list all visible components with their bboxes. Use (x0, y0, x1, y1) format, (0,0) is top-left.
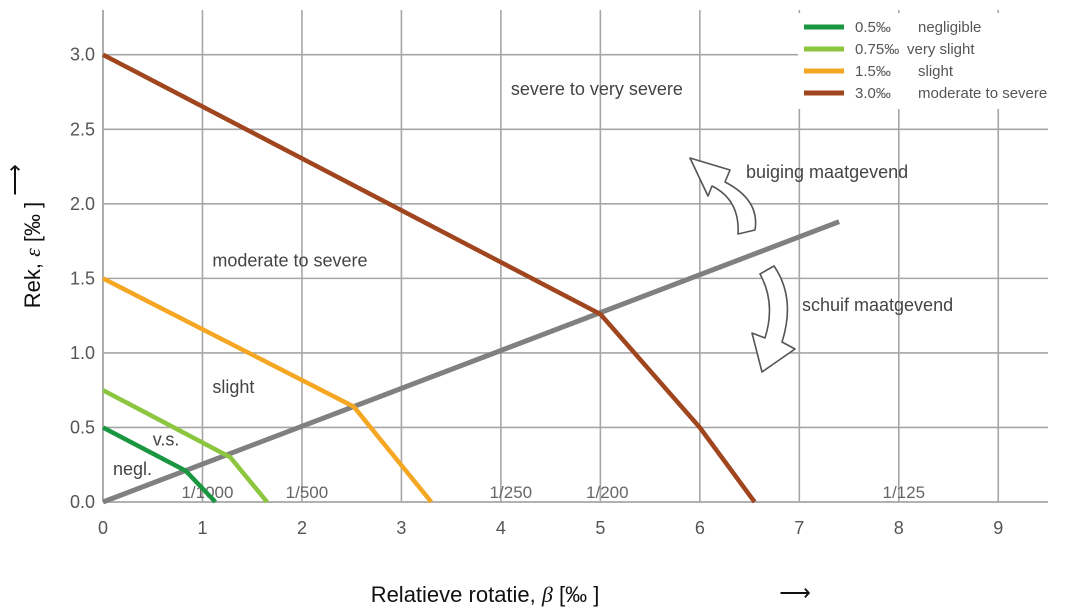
legend-value: 3.0‰ (855, 85, 891, 102)
x-tick-label: 9 (993, 518, 1003, 538)
x-tick-label: 1 (197, 518, 207, 538)
region-label: moderate to severe (212, 250, 367, 270)
x-tick-label: 3 (396, 518, 406, 538)
x-tick-label: 7 (794, 518, 804, 538)
ratio-label: 1/500 (286, 483, 329, 502)
region-label: v.s. (153, 429, 180, 449)
x-axis-arrow-icon: ⟶ (779, 580, 811, 605)
y-tick-label: 2.5 (70, 119, 95, 139)
rotation-ratio-labels: 1/1000 1/500 1/250 1/200 1/125 (181, 483, 925, 502)
bending-governs-label: buiging maatgevend (746, 162, 908, 182)
series-line-3 (101, 52, 757, 504)
x-tick-label: 6 (695, 518, 705, 538)
shear-arrow-icon (751, 265, 796, 373)
svg-text:⟶: ⟶ (2, 164, 27, 196)
y-tick-label: 1.5 (70, 268, 95, 288)
legend-value: 0.5‰ (855, 19, 891, 36)
series-line-2 (101, 276, 434, 504)
y-tick-label: 1.0 (70, 343, 95, 363)
x-tick-label: 2 (297, 518, 307, 538)
ratio-label: 1/200 (586, 483, 629, 502)
ratio-label: 1/125 (882, 483, 925, 502)
y-tick-labels: 0.0 0.5 1.0 1.5 2.0 2.5 3.0 (70, 45, 95, 512)
x-tick-labels: 0 1 2 3 4 5 6 7 8 9 (98, 518, 1003, 538)
x-tick-label: 5 (595, 518, 605, 538)
legend: 0.5‰ negligible 0.75‰ very slight 1.5‰ slight… (798, 13, 1060, 109)
region-label: severe to very severe (511, 79, 683, 99)
y-tick-label: 3.0 (70, 45, 95, 65)
grid-lines (102, 10, 1048, 503)
x-tick-label: 8 (894, 518, 904, 538)
series-line-1 (101, 388, 269, 504)
x-tick-label: 0 (98, 518, 108, 538)
series-line-0 (101, 425, 218, 504)
legend-value: 1.5‰ (855, 63, 891, 80)
legend-name: very slight (907, 41, 975, 58)
y-tick-label: 0.0 (70, 492, 95, 512)
svg-text:Rek, ε [‰ ]: Rek, ε [‰ ] (20, 202, 45, 308)
legend-value: 0.75‰ (855, 41, 899, 58)
y-tick-label: 2.0 (70, 194, 95, 214)
region-label: slight (212, 377, 254, 397)
x-tick-label: 4 (496, 518, 506, 538)
bending-arrow-icon (689, 157, 757, 235)
shear-governs-label: schuif maatgevend (802, 295, 953, 315)
series-lines (101, 52, 757, 504)
region-labels: severe to very severe moderate to severe s… (113, 79, 683, 479)
legend-name: moderate to severe (918, 85, 1047, 102)
legend-name: slight (918, 63, 954, 80)
ratio-label: 1/250 (490, 483, 533, 502)
x-axis-title: Relatieve rotatie, β [‰ ] (371, 582, 600, 607)
legend-name: negligible (918, 19, 981, 36)
y-axis-arrow-icon: ⟶ (2, 164, 27, 196)
y-axis-title: Rek, ε [‰ ] (20, 202, 45, 308)
region-label: negl. (113, 459, 152, 479)
y-tick-label: 0.5 (70, 417, 95, 437)
